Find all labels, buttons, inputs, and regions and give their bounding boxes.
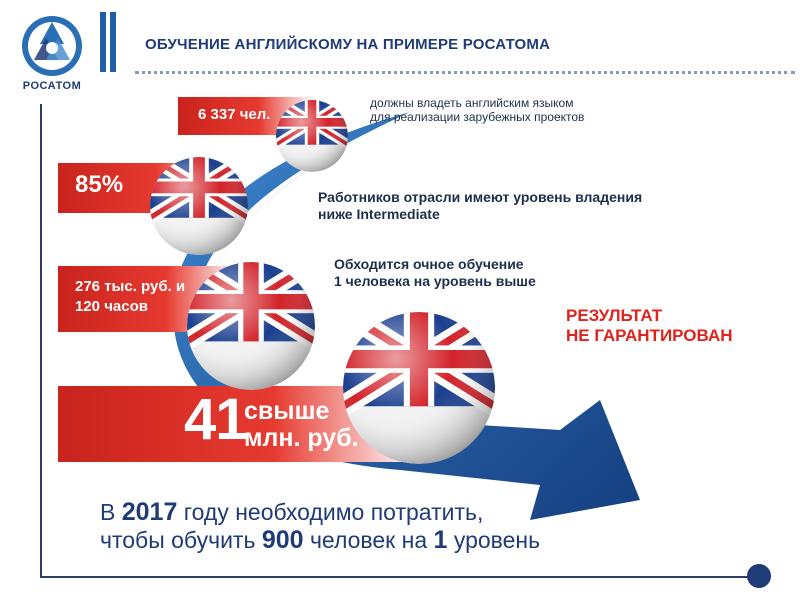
rosatom-logo xyxy=(14,8,90,100)
uk-flag-ball-icon xyxy=(276,100,348,172)
caption-line: Работников отрасли имеют уровень владени… xyxy=(318,189,643,205)
value-total-number: 41 xyxy=(184,387,248,452)
people-count: 900 xyxy=(261,526,304,554)
caption-employees: должны владеть английским языком для реа… xyxy=(370,96,584,124)
uk-flag-ball-icon xyxy=(187,262,315,390)
value-employees: 6 337 чел. xyxy=(198,106,271,123)
caption-line: Обходится очное обучение xyxy=(334,256,524,272)
page-title: ОБУЧЕНИЕ АНГЛИЙСКОМУ НА ПРИМЕРЕ РОСАТОМА xyxy=(145,36,551,53)
caption-line: должны владеть английским языком xyxy=(370,96,574,110)
bottom-line-1: В 2017 году необходимо потратить, xyxy=(100,498,540,526)
result-warning: РЕЗУЛЬТАТ НЕ ГАРАНТИРОВАН xyxy=(566,306,733,346)
result-line: РЕЗУЛЬТАТ xyxy=(566,306,663,325)
header-accent-bar xyxy=(100,12,106,72)
value-percent: 85% xyxy=(75,171,124,198)
text: человек на xyxy=(303,527,434,553)
caption-line: 1 человека на уровень выше xyxy=(334,273,536,289)
bottom-statement: В 2017 году необходимо потратить, чтобы … xyxy=(100,498,540,554)
caption-line: для реализации зарубежных проектов xyxy=(370,110,585,124)
value-total-line: млн. руб. xyxy=(244,424,359,452)
value-cost-line: 276 тыс. руб. и xyxy=(75,278,186,295)
logo-caption: РОСАТОМ xyxy=(22,80,82,92)
caption-cost: Обходится очное обучение 1 человека на у… xyxy=(334,256,536,290)
frame-end-dot xyxy=(747,564,771,588)
frame-vertical-line xyxy=(40,104,42,578)
bottom-line-2: чтобы обучить 900 человек на 1 уровень xyxy=(100,526,540,554)
uk-flag-ball-icon xyxy=(150,157,248,255)
level-count: 1 xyxy=(433,526,448,554)
header-accent-bar xyxy=(110,12,116,72)
text: уровень xyxy=(447,527,541,553)
result-line: НЕ ГАРАНТИРОВАН xyxy=(566,326,733,345)
frame-horizontal-line xyxy=(40,576,755,578)
text: чтобы обучить xyxy=(100,527,262,553)
caption-level: Работников отрасли имеют уровень владени… xyxy=(318,189,642,223)
text: году необходимо потратить, xyxy=(177,499,484,525)
caption-line: ниже Intermediate xyxy=(318,206,440,222)
year: 2017 xyxy=(121,498,178,526)
text: В xyxy=(100,499,122,525)
dotted-divider xyxy=(135,71,795,74)
value-cost-line: 120 часов xyxy=(75,298,148,315)
value-total-line: свыше xyxy=(244,397,330,425)
uk-flag-ball-icon xyxy=(343,312,495,464)
